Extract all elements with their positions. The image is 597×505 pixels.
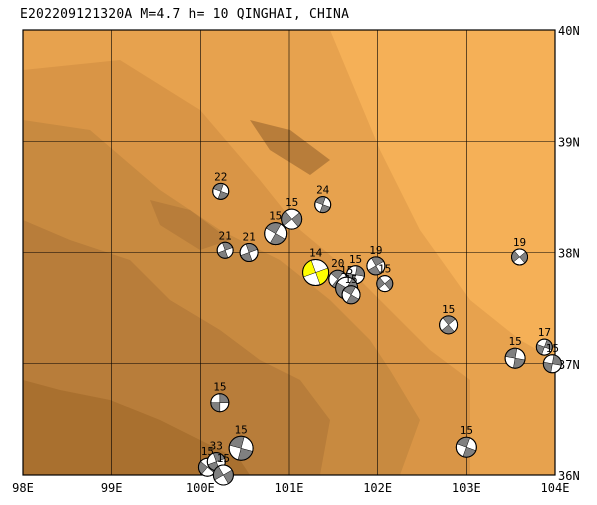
terrain-ridge-3 — [90, 280, 150, 320]
depth-label: 15 — [269, 210, 282, 223]
focal-mechanism: 21 — [239, 231, 259, 262]
focal-mechanism: 15 — [281, 196, 303, 230]
depth-label: 15 — [508, 335, 521, 348]
depth-label: 15 — [349, 253, 362, 266]
lat-tick-label: 36N — [558, 469, 580, 483]
lat-tick-label: 39N — [558, 135, 580, 149]
lon-tick-label: 98E — [12, 481, 34, 495]
depth-label: 15 — [285, 196, 298, 209]
focal-mechanism: 19 — [511, 236, 529, 266]
depth-label: 14 — [309, 247, 323, 260]
depth-label: 17 — [538, 326, 551, 339]
map-title: E202209121320A M=4.7 h= 10 QINGHAI, CHIN… — [20, 7, 350, 22]
focal-mechanism: 15 — [376, 263, 394, 293]
lon-tick-label: 103E — [452, 481, 481, 495]
focal-mechanism: 15 — [455, 424, 477, 458]
depth-label: 21 — [242, 231, 255, 244]
focal-mechanism: 21 — [216, 229, 234, 259]
focal-mechanism: 15 — [439, 303, 459, 335]
map-frame — [22, 29, 556, 476]
focal-mechanism: 15 — [264, 210, 288, 246]
lat-tick-label: 37N — [558, 358, 580, 372]
focal-mechanism: 22 — [212, 170, 230, 200]
lon-tick-label: 100E — [186, 481, 215, 495]
lon-tick-label: 102E — [363, 481, 392, 495]
depth-label: 33 — [210, 440, 223, 453]
depth-label: 15 — [546, 342, 559, 355]
focal-mechanism: 15 — [341, 273, 361, 305]
depth-label: 19 — [369, 244, 382, 257]
focal-mechanism: 15 — [212, 452, 234, 486]
lat-tick-label: 38N — [558, 247, 580, 261]
depth-label: 15 — [340, 264, 353, 277]
depth-label: 21 — [219, 229, 232, 242]
main-event-mechanism: 14 — [302, 247, 330, 287]
depth-label: 24 — [316, 184, 330, 197]
depth-label: 15 — [460, 424, 473, 437]
focal-mechanism: 15 — [542, 342, 562, 374]
depth-label: 15 — [213, 381, 226, 394]
axis-tick-labels: 98E 99E 100E 101E 102E 103E 104E 40N 39N 38N 37N 36… — [12, 24, 580, 495]
terrain-ridge-1 — [250, 120, 330, 175]
lon-tick-label: 99E — [101, 481, 123, 495]
terrain-ridge-2 — [150, 200, 230, 250]
focal-mechanism: 19 — [366, 244, 386, 276]
lon-tick-label: 101E — [275, 481, 304, 495]
depth-label: 20 — [331, 257, 344, 270]
depth-label: 22 — [214, 170, 227, 183]
depth-label: 15 — [217, 452, 230, 465]
focal-mechanism: 15 — [210, 381, 230, 413]
focal-mechanism: 15 — [228, 423, 254, 461]
depth-label: 15 — [378, 263, 391, 276]
lat-tick-label: 40N — [558, 24, 580, 38]
depth-label: 15 — [344, 273, 357, 286]
focal-mechanism: 17 — [535, 326, 553, 356]
depth-label: 15 — [442, 303, 455, 316]
focal-mechanism: 15 — [504, 335, 526, 369]
depth-label: 19 — [513, 236, 526, 249]
focal-mechanism: 24 — [314, 184, 332, 214]
terrain-band-5 — [23, 380, 250, 475]
lon-tick-label: 104E — [541, 481, 570, 495]
depth-label: 15 — [234, 423, 247, 436]
